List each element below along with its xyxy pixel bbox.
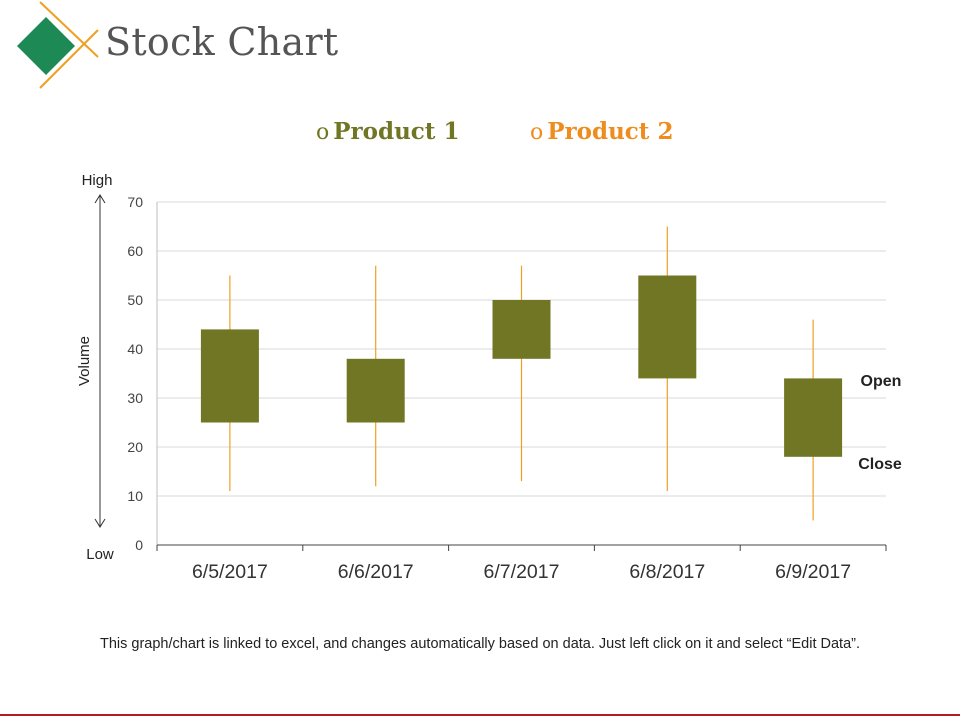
legend-label-product-2: Product 2 xyxy=(547,118,674,145)
y-tick-label-20: 20 xyxy=(127,439,143,455)
candle-body-1 xyxy=(346,358,405,423)
logo-line-2 xyxy=(39,29,99,89)
logo-diamond-icon xyxy=(14,0,104,92)
legend-marker-product-2: o xyxy=(530,120,544,145)
legend-item-product-2: o Product 2 xyxy=(530,118,673,145)
legend-item-product-1: o Product 1 xyxy=(316,118,459,145)
x-tick-label-0: 6/5/2017 xyxy=(192,561,268,583)
y-axis-title: Volume xyxy=(76,336,93,386)
stock-chart: 0 10 20 30 40 50 60 70 6/5/2017 6/6/2017 6/7/2017 6… xyxy=(76,172,902,583)
y-tick-label-0: 0 xyxy=(135,537,143,553)
footnote: This graph/chart is linked to excel, and… xyxy=(99,636,861,652)
logo-diamond xyxy=(17,17,75,75)
volume-arrow-up-head xyxy=(94,194,106,204)
x-tick-label-1: 6/6/2017 xyxy=(338,561,414,583)
y-tick-label-40: 40 xyxy=(127,341,143,357)
y-tick-label-30: 30 xyxy=(127,390,143,406)
volume-arrow-down-head xyxy=(94,518,106,528)
y-tick-label-70: 70 xyxy=(127,194,143,210)
y-tick-label-60: 60 xyxy=(127,243,143,259)
page-title: Stock Chart xyxy=(105,20,339,64)
legend-marker-product-1: o xyxy=(316,120,330,145)
y-tick-label-50: 50 xyxy=(127,292,143,308)
close-label: Close xyxy=(858,456,902,473)
legend-label-product-1: Product 1 xyxy=(333,118,460,145)
chart-legend: o Product 1 o Product 2 xyxy=(0,118,960,158)
candle-body-0 xyxy=(200,329,259,423)
high-label: High xyxy=(82,172,113,189)
open-label: Open xyxy=(861,373,902,390)
candle-body-3 xyxy=(638,275,697,379)
y-tick-label-10: 10 xyxy=(127,488,143,504)
x-tick-label-3: 6/8/2017 xyxy=(629,561,705,583)
x-tick-label-4: 6/9/2017 xyxy=(775,561,851,583)
candle-body-4 xyxy=(784,378,843,457)
candle-body-2 xyxy=(492,300,551,359)
x-tick-label-2: 6/7/2017 xyxy=(484,561,560,583)
low-label: Low xyxy=(86,546,114,563)
logo-line-1 xyxy=(39,1,99,58)
bottom-rule xyxy=(0,714,960,716)
